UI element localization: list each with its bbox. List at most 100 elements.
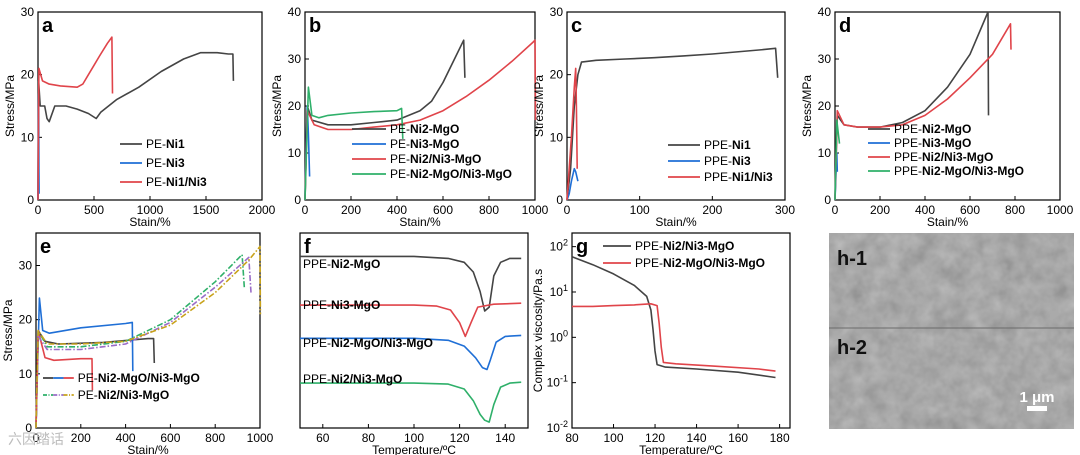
- panel-letter-g: g: [576, 236, 588, 258]
- y-tick-label: 0: [824, 193, 831, 207]
- sem-label-top: h-1: [837, 248, 867, 270]
- y-tick-label: 0: [556, 193, 563, 207]
- plot-frame-g: [571, 232, 791, 429]
- series-line-b-3: [304, 86, 404, 201]
- y-tick-label: 101: [550, 283, 568, 299]
- legend-label: PPE-Ni2-MgO/Ni3-MgO: [894, 164, 1024, 178]
- x-tick-label: 100: [404, 431, 424, 445]
- legend-label: PE-Ni2-MgO/Ni3-MgO: [78, 371, 200, 385]
- series-line-c-1: [566, 167, 579, 201]
- series-line-f-3: [300, 381, 522, 423]
- chart-d: 0 200 400 600 800 1000 0 10 20 30 40 Stain/% Stress/…: [800, 5, 1074, 229]
- series-line-a-0: [37, 51, 235, 201]
- legend-label: PPE-Ni2/Ni3-MgO: [894, 150, 993, 164]
- x-tick-label: 600: [433, 203, 453, 217]
- y-tick-label: 20: [818, 99, 832, 113]
- legend-label: PE-Ni3-MgO: [390, 137, 459, 151]
- series-line-e-4: [35, 256, 252, 429]
- x-tick-label: 80: [362, 431, 376, 445]
- x-tick-label: 300: [775, 203, 795, 217]
- y-tick-label: 10: [288, 146, 302, 160]
- y-tick-label: 20: [21, 68, 35, 82]
- sem-scale-label: 1 μm: [1019, 389, 1054, 406]
- x-tick-label: 0: [35, 203, 42, 217]
- x-tick-label: 100: [630, 203, 650, 217]
- y-tick-label: 10-1: [547, 374, 568, 390]
- chart-e: 0 200 400 600 800 1000 0 10 20 30 Stain/% Stress/MP…: [1, 232, 274, 455]
- legend-label: PPE-Ni1/Ni3: [704, 170, 773, 184]
- y-tick-label: 30: [19, 259, 33, 273]
- x-axis-label: Stain/%: [655, 215, 697, 229]
- y-tick-label: 20: [19, 313, 33, 327]
- y-tick-label: 10: [19, 367, 33, 381]
- x-tick-label: 500: [84, 203, 104, 217]
- curve-label: PPE-Ni2-MgO/Ni3-MgO: [303, 336, 433, 350]
- y-tick-label: 30: [21, 5, 35, 19]
- curve-label: PPE-Ni2-MgO: [303, 257, 380, 271]
- y-tick-label: 10: [818, 146, 832, 160]
- curve-label: PPE-Ni3-MgO: [303, 298, 380, 312]
- legend-label: PPE-Ni2/Ni3-MgO: [635, 239, 734, 253]
- curve-label: PPE-Ni2/Ni3-MgO: [303, 372, 402, 386]
- x-tick-label: 1000: [522, 203, 549, 217]
- x-tick-label: 0: [832, 203, 839, 217]
- series-line-e-1: [35, 297, 134, 429]
- series-line-f-0: [300, 255, 522, 312]
- x-axis-label: Stain/%: [927, 215, 969, 229]
- series-line-g-0: [571, 255, 776, 379]
- x-axis-label: Stain/%: [399, 215, 441, 229]
- x-tick-label: 120: [645, 431, 665, 445]
- x-tick-label: 1000: [137, 203, 164, 217]
- x-tick-label: 600: [160, 431, 180, 445]
- y-tick-label: 40: [818, 5, 832, 19]
- series-line-f-1: [300, 302, 522, 338]
- x-tick-label: 140: [687, 431, 707, 445]
- x-tick-label: 0: [564, 203, 571, 217]
- legend-label: PPE-Ni3: [704, 154, 751, 168]
- legend-label: PE-Ni1/Ni3: [146, 175, 207, 189]
- panel-letter-c: c: [571, 15, 582, 37]
- chart-b: 0 200 400 600 800 1000 0 10 20 30 40 Stain/% Stress/…: [270, 5, 549, 229]
- y-axis-label: Stress/MPa: [1, 299, 15, 361]
- sem-image: h-1 h-2 1 μm: [829, 233, 1074, 429]
- legend-label: PPE-Ni2-MgO/Ni3-MgO: [635, 256, 765, 270]
- y-axis-label: Stress/MPa: [532, 75, 546, 137]
- series-line-d-2: [834, 23, 1012, 201]
- x-tick-label: 180: [770, 431, 790, 445]
- x-tick-label: 120: [450, 431, 470, 445]
- watermark-text: 六因踏话: [8, 431, 64, 447]
- legend-label: PPE-Ni3-MgO: [894, 136, 971, 150]
- chart-c: 0 100 200 300 0 10 20 30 Stain/% Stress/MPa c PPE-N…: [532, 5, 795, 229]
- legend-label: PE-Ni1: [146, 137, 185, 151]
- legend-label: PE-Ni3: [146, 156, 185, 170]
- y-tick-label: 40: [288, 5, 302, 19]
- x-tick-label: 200: [870, 203, 890, 217]
- series-line-b-2: [304, 39, 537, 201]
- x-tick-label: 2000: [249, 203, 276, 217]
- series-line-c-0: [566, 47, 779, 201]
- x-tick-label: 800: [479, 203, 499, 217]
- chart-a: 0 500 1000 1500 2000 0 10 20 30 Stain/% Stress/MPa…: [3, 5, 276, 229]
- y-tick-label: 30: [550, 5, 564, 19]
- legend-label: PE-Ni2/Ni3-MgO: [78, 388, 169, 402]
- x-tick-label: 400: [915, 203, 935, 217]
- legend-label: PE-Ni2/Ni3-MgO: [390, 152, 481, 166]
- y-tick-label: 20: [550, 68, 564, 82]
- y-tick-label: 10: [550, 130, 564, 144]
- x-tick-label: 600: [960, 203, 980, 217]
- plot-frame-e: [35, 232, 261, 429]
- x-tick-label: 1000: [247, 431, 274, 445]
- panel-letter-e: e: [40, 236, 51, 258]
- x-tick-label: 800: [205, 431, 225, 445]
- x-tick-label: 200: [71, 431, 91, 445]
- x-tick-label: 200: [341, 203, 361, 217]
- x-axis-label: Stain/%: [127, 443, 169, 455]
- chart-g: 80 100 120 140 160 180 10-2 10-1 100 101 102 Temper…: [531, 232, 791, 455]
- y-tick-label: 102: [550, 238, 568, 254]
- y-tick-label: 10: [21, 130, 35, 144]
- series-line-d-3: [834, 119, 841, 201]
- x-tick-label: 0: [33, 431, 40, 445]
- x-tick-label: 1500: [193, 203, 220, 217]
- series-line-e-3: [35, 253, 246, 429]
- x-axis-label: Temperature/ºC: [372, 443, 456, 455]
